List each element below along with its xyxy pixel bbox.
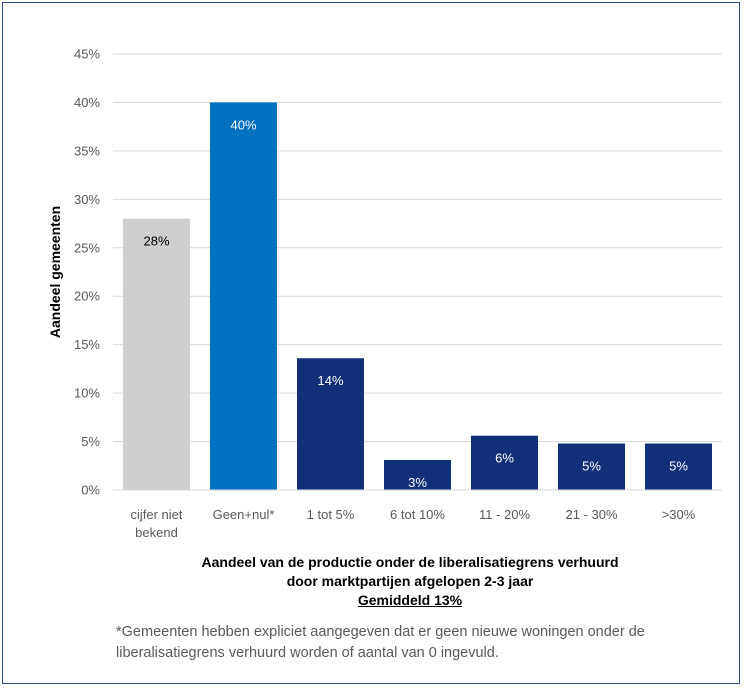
footnote: *Gemeenten hebben expliciet aangegeven d… — [116, 624, 645, 661]
y-tick-label: 0% — [81, 483, 100, 498]
category-labels: cijfer niet bekend Geen+nul* 1 tot 5% 6 tot … — [130, 507, 695, 540]
category-label: bekend — [135, 525, 178, 540]
y-tick-label: 25% — [74, 240, 100, 255]
y-axis-ticks: 0% 5% 10% 15% 20% 25% 30% 35% 40% 45% — [74, 47, 100, 498]
data-labels: 28% 40% 14% 3% 6% 5% 5% — [143, 117, 688, 490]
category-label: Geen+nul* — [213, 507, 275, 522]
category-label: 11 - 20% — [479, 507, 531, 522]
y-tick-label: 45% — [74, 47, 100, 62]
category-label: 1 tot 5% — [307, 507, 355, 522]
data-label: 14% — [317, 373, 343, 388]
y-tick-label: 20% — [74, 289, 100, 304]
bar — [558, 443, 625, 490]
gridlines — [113, 53, 722, 443]
y-tick-label: 30% — [74, 192, 100, 207]
bar — [471, 435, 538, 490]
bar — [645, 443, 712, 490]
x-axis-title-line-1: Aandeel van de productie onder de libera… — [201, 554, 619, 570]
y-tick-label: 10% — [74, 386, 100, 401]
category-label: cijfer niet — [130, 507, 182, 522]
bar — [210, 102, 277, 490]
bars — [123, 102, 712, 490]
category-label: 21 - 30% — [565, 507, 617, 522]
y-axis-label: Aandeel gemeenten — [47, 206, 63, 338]
bar — [123, 218, 190, 490]
data-label: 5% — [669, 458, 688, 473]
category-label: 6 tot 10% — [390, 507, 445, 522]
data-label: 40% — [230, 117, 256, 132]
data-label: 5% — [582, 458, 601, 473]
bar — [384, 459, 451, 490]
data-label: 3% — [408, 475, 427, 490]
data-label: 28% — [143, 234, 169, 249]
y-tick-label: 40% — [74, 95, 100, 110]
data-label: 6% — [495, 451, 514, 466]
y-tick-label: 35% — [74, 143, 100, 158]
bar — [297, 358, 364, 490]
x-axis-average: Gemiddeld 13% — [357, 592, 463, 608]
category-label: >30% — [662, 507, 696, 522]
y-tick-label: 15% — [74, 337, 100, 352]
x-axis-title-line-2: door marktpartijen afgelopen 2-3 jaar — [286, 573, 534, 589]
y-tick-label: 5% — [81, 434, 100, 449]
